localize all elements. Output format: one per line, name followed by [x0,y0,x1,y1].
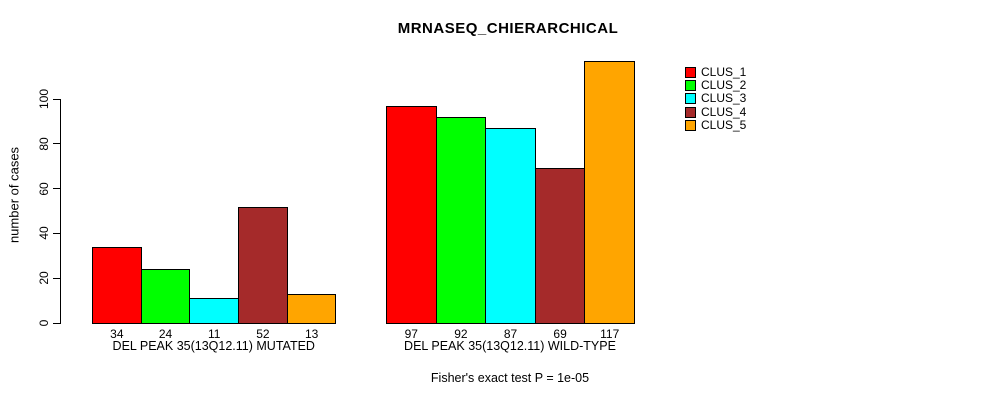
bar-value-label: 11 [208,327,221,341]
bar-value-label: 117 [600,327,620,341]
bar-value-label: 34 [110,327,124,341]
legend-label: CLUS_4 [701,104,747,119]
bar-clus_1 [92,246,142,324]
bar-value-label: 87 [503,327,518,341]
legend-label: CLUS_1 [701,65,747,79]
bar-clus_5 [286,293,337,324]
y-axis-line [60,99,61,324]
y-axis-tick-label: 80 [37,137,51,151]
y-axis-tick [53,143,60,145]
bar-clus_2 [140,269,191,324]
y-axis-tick [53,98,60,100]
bar-clus_5 [584,60,635,324]
bar-value-label: 24 [158,327,173,341]
legend-label: CLUS_5 [701,117,747,132]
bar-clus_3 [485,128,536,324]
legend-label: CLUS_3 [701,91,747,106]
legend-swatch [685,119,696,131]
bar-value-label: 69 [553,327,567,341]
y-axis-tick [53,322,60,324]
y-axis-tick [53,232,60,234]
y-axis-tick-label: 60 [37,181,51,196]
y-axis-tick-label: 40 [37,226,51,241]
legend-swatch [685,93,696,105]
y-axis-tick-label: 20 [37,271,51,285]
bar-clus_1 [386,105,437,324]
y-axis-tick-label: 100 [37,88,51,110]
y-axis-tick [53,277,60,279]
group-label: DEL PEAK 35(13Q12.11) MUTATED [112,339,315,353]
y-axis-tick [53,188,60,190]
bar-value-label: 13 [304,327,319,341]
bar-clus_4 [534,168,586,324]
y-axis-tick-label: 0 [37,319,51,327]
bar-value-label: 92 [454,327,468,341]
legend-swatch [685,80,696,92]
chart-title: MRNASEQ_CHIERARCHICAL [397,20,619,37]
fisher-test-footnote: Fisher's exact test P = 1e-05 [430,371,590,385]
bar-clus_2 [435,116,487,324]
bar-value-label: 52 [256,327,270,341]
bar-value-label: 97 [404,327,418,341]
legend-label: CLUS_2 [701,78,747,93]
group-label: DEL PEAK 35(13Q12.11) WILD-TYPE [404,339,616,353]
legend-swatch [685,67,696,78]
y-axis-title: number of cases [6,146,22,244]
bar-clus_4 [238,206,288,324]
bar-clus_3 [189,298,240,324]
legend-swatch [685,106,696,118]
